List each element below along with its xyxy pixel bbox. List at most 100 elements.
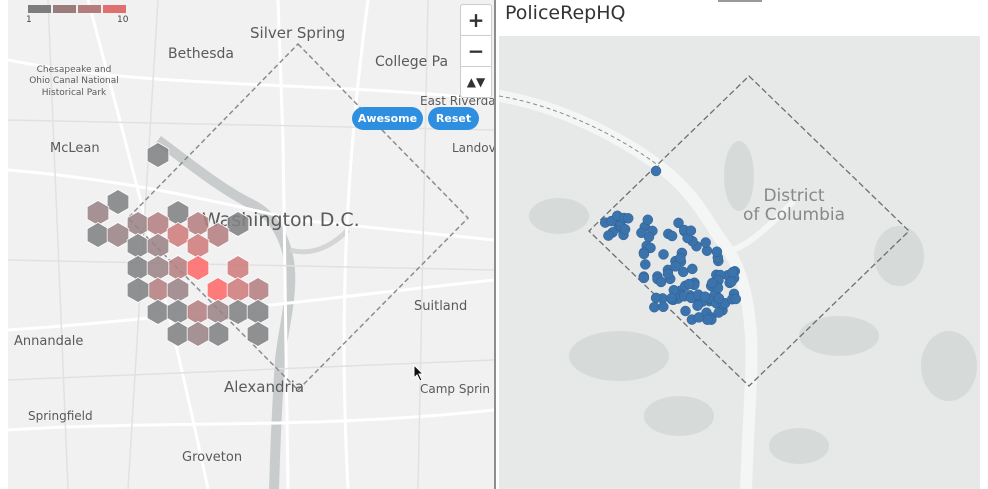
hexbin-cell[interactable]	[206, 222, 230, 248]
place-label: Groveton	[182, 450, 242, 465]
hexbin-cell[interactable]	[206, 299, 230, 325]
hexbin-cell[interactable]	[226, 277, 250, 303]
hexbin-cell[interactable]	[166, 200, 190, 226]
hexbin-cell[interactable]	[226, 299, 250, 325]
police-hq-point[interactable]	[670, 261, 681, 272]
hexbin-cell[interactable]	[146, 142, 170, 168]
hexbin-cell[interactable]	[86, 200, 110, 226]
police-hq-point[interactable]	[658, 249, 669, 260]
place-label: College Pa	[375, 54, 448, 70]
map-legend: 1 10	[26, 5, 129, 27]
legend-min-label: 1	[26, 15, 32, 25]
hexbin-cell[interactable]	[126, 255, 150, 281]
police-hq-point[interactable]	[650, 165, 662, 177]
reset-button[interactable]: Reset	[428, 107, 479, 130]
hexbin-cell[interactable]	[206, 321, 230, 347]
police-hq-point[interactable]	[730, 293, 742, 305]
police-hq-point[interactable]	[666, 292, 677, 304]
police-hq-point[interactable]	[680, 305, 691, 317]
hexbin-cell[interactable]	[106, 189, 130, 215]
hexbin-cell[interactable]	[166, 277, 190, 303]
top-handle	[718, 0, 762, 2]
police-hq-point[interactable]	[687, 263, 698, 275]
place-label: Historical Park	[42, 88, 107, 98]
police-hq-point[interactable]	[693, 312, 705, 323]
hexbin-cell[interactable]	[226, 255, 250, 281]
region-label: of Columbia	[743, 205, 845, 225]
left-map-basemap: Silver Spring Bethesda College Pa Chesapeak…	[8, 0, 494, 489]
police-hq-point[interactable]	[655, 276, 667, 288]
hexbin-cell[interactable]	[226, 211, 250, 237]
police-hq-point[interactable]	[699, 291, 711, 302]
legend-swatch	[53, 5, 76, 13]
police-hq-point[interactable]	[603, 230, 614, 241]
police-hq-point[interactable]	[692, 300, 703, 311]
hexbin-cell[interactable]	[246, 277, 270, 303]
place-label: Annandale	[14, 334, 83, 349]
police-hq-point[interactable]	[622, 213, 634, 224]
left-map[interactable]: Silver Spring Bethesda College Pa Chesapeak…	[8, 0, 494, 489]
police-hq-point[interactable]	[662, 268, 674, 280]
police-hq-point[interactable]	[640, 259, 651, 270]
hexbin-cell[interactable]	[166, 222, 190, 248]
hexbin-cell[interactable]	[206, 277, 230, 303]
police-hq-point[interactable]	[726, 276, 737, 288]
police-hq-point[interactable]	[666, 230, 678, 242]
hexbin-cell[interactable]	[126, 277, 150, 303]
police-hq-point[interactable]	[675, 252, 686, 264]
dc-boundary	[126, 42, 470, 392]
hexbin-cell[interactable]	[246, 321, 270, 347]
awesome-button[interactable]: Awesome	[352, 107, 423, 130]
hexbin-cell[interactable]	[106, 222, 130, 248]
police-hq-point[interactable]	[619, 224, 631, 235]
police-hq-point[interactable]	[649, 301, 660, 313]
place-label: Springfield	[28, 409, 93, 423]
right-panel: PoliceRepHQ District of Columbia	[496, 0, 988, 489]
police-hq-point[interactable]	[638, 272, 650, 284]
police-hq-point[interactable]	[650, 292, 662, 304]
place-label: Chesapeake and	[37, 65, 112, 75]
hexbin-cell[interactable]	[146, 211, 170, 237]
hexbin-cell[interactable]	[86, 222, 110, 248]
hexbin-cell[interactable]	[146, 255, 170, 281]
zoom-control: + − ▲▼	[460, 4, 492, 98]
police-hq-point[interactable]	[683, 278, 695, 290]
compass-button[interactable]: ▲▼	[466, 75, 486, 89]
place-label: Alexandria	[224, 378, 304, 396]
police-hq-point[interactable]	[711, 246, 723, 257]
zoom-out-button[interactable]: −	[461, 36, 491, 67]
place-label: Landov	[452, 141, 494, 155]
dc-boundary	[588, 75, 910, 387]
place-label: Suitland	[414, 299, 467, 314]
police-hq-point[interactable]	[713, 307, 724, 318]
police-hq-point[interactable]	[642, 214, 654, 226]
place-label: McLean	[50, 141, 100, 156]
zoom-in-button[interactable]: +	[461, 5, 491, 36]
hexbin-cell[interactable]	[186, 299, 210, 325]
place-label: Silver Spring	[250, 24, 345, 42]
hexbin-cell[interactable]	[246, 299, 270, 325]
police-hq-point[interactable]	[643, 231, 655, 243]
place-label: Bethesda	[168, 46, 234, 62]
police-hq-point[interactable]	[706, 277, 718, 289]
police-hq-point[interactable]	[638, 248, 650, 260]
legend-swatch	[103, 5, 126, 13]
legend-max-label: 10	[117, 15, 129, 25]
police-hq-point[interactable]	[727, 266, 739, 278]
region-label: District	[763, 186, 824, 206]
hexbin-cell[interactable]	[186, 233, 210, 259]
mouse-cursor-icon	[413, 364, 425, 382]
place-label: Camp Sprin	[420, 382, 490, 396]
police-hq-point[interactable]	[677, 266, 689, 278]
police-hq-point[interactable]	[673, 217, 684, 229]
place-label: Ohio Canal National	[29, 76, 119, 86]
right-map[interactable]: District of Columbia	[499, 36, 980, 489]
police-hq-point[interactable]	[685, 225, 697, 236]
hexbin-cell[interactable]	[126, 233, 150, 259]
hexbin-cell[interactable]	[186, 255, 210, 281]
police-hq-point[interactable]	[658, 301, 669, 313]
hexbin-cell[interactable]	[186, 321, 210, 347]
police-hq-point[interactable]	[700, 237, 711, 248]
police-hq-point[interactable]	[713, 293, 725, 304]
panel-divider[interactable]	[494, 0, 496, 489]
